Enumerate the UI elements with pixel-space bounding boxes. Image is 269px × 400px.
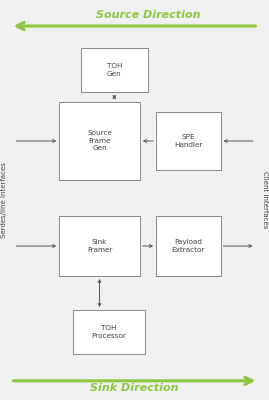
Bar [59, 102, 140, 180]
Text: Source
Frame
Gen: Source Frame Gen [87, 130, 112, 152]
Bar [81, 48, 148, 92]
Text: Sink Direction: Sink Direction [90, 383, 179, 393]
Text: Sink
Framer: Sink Framer [87, 239, 112, 253]
Text: Serdes/line Interfaces: Serdes/line Interfaces [1, 162, 7, 238]
Text: SPE
Handler: SPE Handler [174, 134, 203, 148]
Text: TOH
Gen: TOH Gen [107, 63, 122, 77]
Text: Payload
Extractor: Payload Extractor [172, 239, 205, 253]
Bar [156, 112, 221, 170]
Bar [59, 216, 140, 276]
Bar [73, 310, 145, 354]
Text: TOH
Processor: TOH Processor [91, 325, 126, 339]
Text: Source Direction: Source Direction [96, 10, 200, 20]
Text: Client interfaces: Client interfaces [262, 171, 268, 229]
Bar [156, 216, 221, 276]
